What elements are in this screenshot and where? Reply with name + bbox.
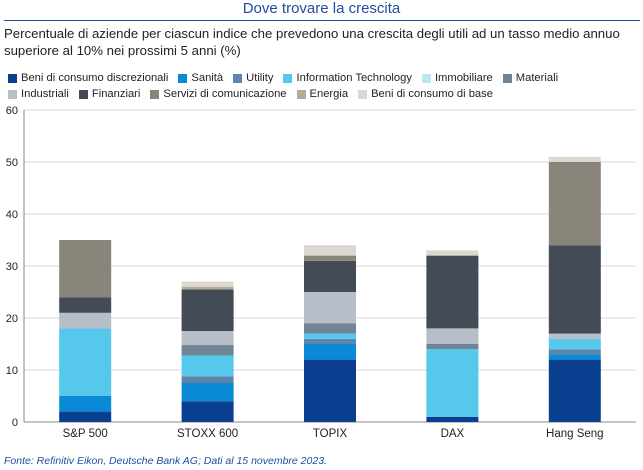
bar-segment [181, 331, 234, 346]
legend-swatch [502, 73, 512, 83]
bar-segment [181, 281, 234, 287]
legend-row-1: Beni di consumo discrezionali Sanità Utili… [8, 70, 638, 86]
legend-row-2: Industriali Finanziari Servizi di comunica… [8, 86, 638, 102]
legend: Beni di consumo discrezionali Sanità Utili… [8, 70, 638, 102]
bar-segment [548, 354, 601, 360]
bar-segment [548, 245, 601, 334]
x-tick-label: DAX [441, 428, 465, 440]
bar-segment [181, 345, 234, 356]
bar-segment [304, 245, 356, 256]
legend-swatch [296, 89, 306, 99]
bar-segment [548, 333, 601, 339]
bar-segment [181, 355, 234, 377]
bar-segment [59, 312, 112, 329]
legend-swatch [178, 73, 188, 83]
bar-segment [548, 156, 601, 162]
bar-segment [181, 401, 234, 422]
bar-segment [304, 255, 356, 261]
bar-segment [304, 338, 356, 344]
bar-segment [548, 338, 601, 350]
legend-item: Energia [296, 87, 349, 102]
bar-segment [59, 240, 112, 298]
legend-label: Finanziari [91, 87, 141, 100]
y-tick-label: 10 [6, 365, 18, 377]
bar-segment [59, 396, 112, 412]
legend-item: Beni di consumo discrezionali [8, 71, 168, 86]
y-tick-label: 30 [6, 261, 18, 273]
bar-segment [426, 349, 479, 417]
bar-segment [426, 416, 479, 422]
x-tick-label: S&P 500 [63, 428, 108, 440]
legend-item: Information Technology [283, 71, 412, 86]
legend-label: Servizi di comunicazione [163, 87, 287, 100]
bar-segment [304, 344, 356, 360]
legend-label: Immobiliare [434, 71, 493, 84]
legend-swatch [150, 89, 160, 99]
chart-title: Dove trovare la crescita [242, 0, 401, 17]
legend-label: Materiali [515, 71, 559, 84]
legend-item: Beni di consumo di base [358, 87, 493, 102]
bar-segment [426, 250, 479, 256]
bar-segment [548, 162, 601, 246]
legend-item: Industriali [8, 87, 69, 102]
y-tick-label: 50 [6, 157, 18, 169]
legend-item: Servizi di comunicazione [150, 87, 287, 102]
y-tick-label: 20 [6, 313, 18, 325]
bar-segment [59, 328, 112, 396]
y-tick-label: 60 [6, 105, 18, 117]
bar-segment [304, 359, 356, 422]
bar-segment [426, 328, 479, 344]
legend-item: Materiali [502, 71, 559, 86]
legend-item: Utility [233, 71, 273, 86]
x-tick-label: STOXX 600 [177, 428, 238, 440]
legend-item: Immobiliare [421, 71, 493, 86]
legend-swatch [358, 89, 368, 99]
source-note: Fonte: Refinitiv Eikon, Deutsche Bank AG… [4, 455, 327, 467]
legend-label: Information Technology [296, 71, 412, 84]
legend-swatch [283, 73, 293, 83]
legend-swatch [8, 73, 17, 83]
bar-segment [181, 289, 234, 331]
legend-label: Beni di consumo di base [371, 87, 493, 100]
bar-segment [548, 349, 601, 355]
bar-segment [548, 359, 601, 422]
stacked-bar-chart: 0 10 20 30 40 50 60 S&P 500 STOXX 600 TOPIX DAX Han… [6, 105, 636, 440]
bar-segment [59, 297, 112, 313]
legend-label: Beni di consumo discrezionali [21, 71, 169, 84]
x-tick-label: TOPIX [313, 428, 348, 440]
legend-label: Sanità [191, 71, 224, 84]
title-divider [4, 20, 640, 21]
bar-segment [59, 411, 112, 422]
legend-item: Finanziari [78, 87, 141, 102]
bar-segment [304, 292, 356, 324]
legend-label: Energia [309, 87, 349, 100]
legend-label: Utility [246, 71, 274, 84]
bar-segment [426, 255, 479, 329]
legend-swatch [78, 89, 88, 99]
legend-swatch [233, 73, 243, 83]
bar-segment [426, 344, 479, 350]
legend-swatch [421, 73, 431, 83]
bar-segment [304, 260, 356, 292]
y-tick-label: 40 [6, 209, 18, 221]
y-tick-label: 0 [12, 417, 18, 429]
bar-segment [304, 333, 356, 339]
legend-label: Industriali [21, 87, 69, 100]
x-tick-label: Hang Seng [546, 428, 604, 440]
bar-segment [304, 323, 356, 334]
bar-segment [181, 286, 234, 290]
legend-swatch [8, 89, 17, 99]
legend-item: Sanità [178, 71, 223, 86]
bar-segment [181, 383, 234, 402]
bar-segment [181, 376, 234, 383]
chart-subtitle: Percentuale di aziende per ciascun indic… [4, 26, 620, 58]
